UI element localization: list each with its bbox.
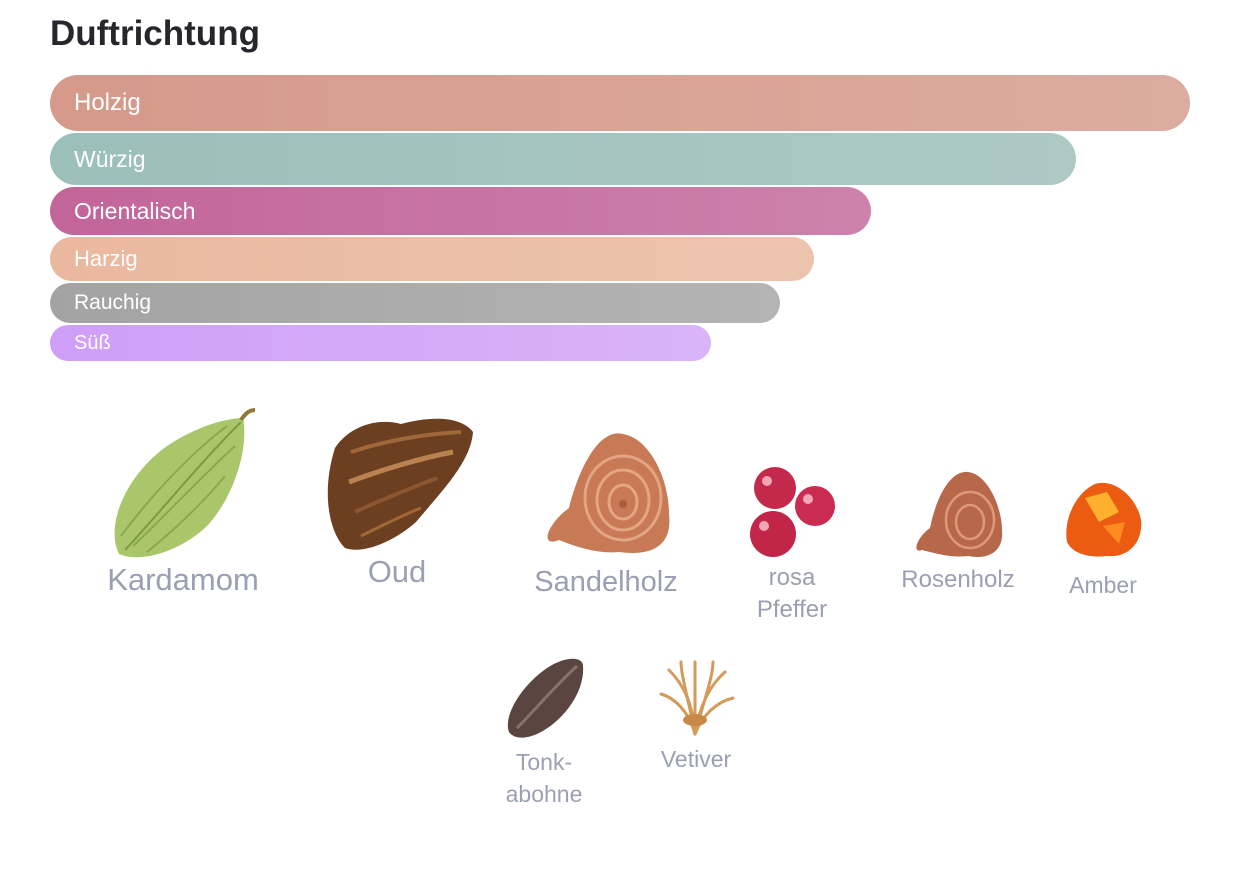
note-label: Oud xyxy=(367,554,427,589)
accord-label: Harzig xyxy=(74,246,138,271)
note-label: rosa Pfeffer xyxy=(756,564,828,623)
note-label: Amber xyxy=(1069,572,1137,598)
tonka-bean-icon xyxy=(507,658,584,738)
accord-label: Orientalisch xyxy=(74,197,196,224)
note-label: Rosenholz xyxy=(901,566,1015,593)
note-rosenholz[interactable]: Rosenholz xyxy=(893,468,1023,594)
accord-bar-harzig: Harzig xyxy=(50,237,814,281)
accord-bar-wuerzig: Würzig xyxy=(50,133,1076,185)
note-vetiver[interactable]: Vetiver xyxy=(646,656,746,773)
note-kardamom[interactable]: Kardamom xyxy=(103,406,263,598)
accord-label: Holzig xyxy=(74,89,141,116)
note-label: Sandelholz xyxy=(534,566,678,598)
accord-label: Rauchig xyxy=(74,291,152,314)
cardamom-icon xyxy=(114,408,256,558)
accord-label: Süß xyxy=(74,331,111,354)
note-label: Kardamom xyxy=(107,562,259,597)
sandalwood-icon xyxy=(547,433,670,553)
accord-bar-suess: Süß xyxy=(50,325,711,361)
note-label: Vetiver xyxy=(660,746,732,772)
accord-label: Würzig xyxy=(74,145,146,172)
oud-icon xyxy=(327,418,473,550)
accord-bar-holzig: Holzig xyxy=(50,75,1190,131)
accord-bar-orientalisch: Orientalisch xyxy=(50,187,871,235)
rosewood-icon xyxy=(916,471,1003,557)
note-amber[interactable]: Amber xyxy=(1053,478,1153,599)
pink-pepper-icon xyxy=(750,467,835,557)
amber-icon xyxy=(1066,482,1142,557)
note-rosa-pfeffer[interactable]: rosa Pfeffer xyxy=(732,466,852,626)
note-oud[interactable]: Oud xyxy=(317,412,477,590)
vetiver-icon xyxy=(659,660,735,736)
note-tonkabohne[interactable]: Tonk­abohne xyxy=(494,656,594,810)
note-sandelholz[interactable]: Sandelholz xyxy=(526,428,686,599)
accord-bar-rauchig: Rauchig xyxy=(50,283,780,323)
note-label: Tonk­abohne xyxy=(505,749,583,807)
section-title: Duftrichtung xyxy=(50,14,260,53)
